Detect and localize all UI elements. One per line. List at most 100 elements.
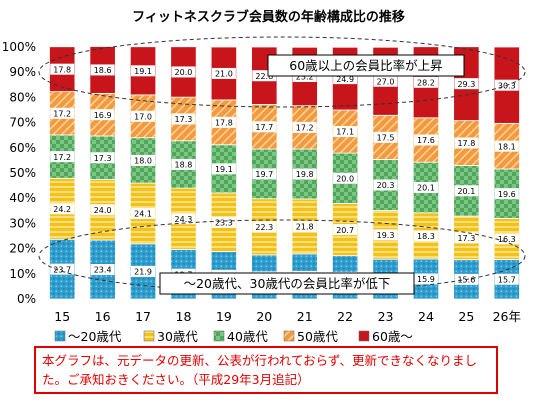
x-tick-label: 19 bbox=[216, 309, 232, 324]
data-label-box bbox=[171, 213, 196, 225]
data-label: 23.4 bbox=[94, 266, 112, 275]
data-label: 24.2 bbox=[53, 205, 71, 214]
x-tick-label: 25 bbox=[458, 309, 474, 324]
data-label-box bbox=[211, 116, 236, 128]
data-label-box bbox=[171, 158, 196, 170]
x-tick-label: 21 bbox=[297, 309, 313, 324]
data-label-box bbox=[50, 63, 75, 75]
data-label: 24.1 bbox=[134, 210, 152, 219]
data-label-box bbox=[90, 152, 115, 164]
y-tick-label: 50% bbox=[9, 166, 36, 180]
y-tick-label: 40% bbox=[9, 191, 36, 205]
y-tick-label: 80% bbox=[9, 90, 36, 104]
data-label: 23.2 bbox=[296, 73, 314, 82]
data-label-box bbox=[90, 109, 115, 121]
data-label-box bbox=[90, 264, 115, 276]
data-label-box bbox=[50, 263, 75, 275]
data-label-box bbox=[454, 185, 479, 197]
data-label-box bbox=[494, 273, 519, 285]
data-label-box bbox=[413, 230, 438, 242]
data-label: 18.1 bbox=[498, 142, 516, 151]
annotation-ellipse-bottom bbox=[38, 219, 526, 293]
chart-title: フィットネスクラブ会員数の年齢構成比の推移 bbox=[132, 10, 405, 25]
data-label: 19.1 bbox=[215, 165, 233, 174]
data-label-box bbox=[252, 168, 277, 180]
data-label: 17.8 bbox=[215, 119, 233, 128]
data-label: 17.2 bbox=[53, 153, 71, 162]
data-label-box bbox=[292, 168, 317, 180]
data-label-box bbox=[494, 188, 519, 200]
data-label: 30.3 bbox=[498, 81, 516, 90]
legend-label: 50歳代 bbox=[297, 329, 338, 344]
update-notice: 本グラフは、元データの更新、公表が行われておらず、更新できなくなりました。ご承知… bbox=[34, 346, 498, 394]
data-label-box bbox=[413, 181, 438, 193]
y-tick-label: 60% bbox=[9, 141, 36, 155]
data-label-box bbox=[373, 229, 398, 241]
data-label: 15.7 bbox=[498, 275, 516, 284]
data-label: 18.0 bbox=[134, 157, 152, 166]
data-label: 22.3 bbox=[255, 223, 273, 232]
data-label: 16.3 bbox=[498, 235, 516, 244]
data-label: 17.2 bbox=[53, 109, 71, 118]
x-tick-label: 24 bbox=[418, 309, 434, 324]
x-tick-label: 18 bbox=[176, 309, 192, 324]
x-tick-label: 15 bbox=[54, 309, 70, 324]
data-label: 17.3 bbox=[94, 154, 112, 163]
data-label-box bbox=[252, 121, 277, 133]
data-label: 17.1 bbox=[336, 128, 354, 137]
data-label: 19.8 bbox=[296, 170, 314, 179]
data-label-box bbox=[90, 64, 115, 76]
data-label: 21.0 bbox=[215, 70, 233, 79]
data-label-box bbox=[333, 172, 358, 184]
legend-swatch bbox=[54, 330, 66, 342]
y-tick-label: 30% bbox=[9, 216, 36, 230]
data-label: 20.1 bbox=[457, 187, 475, 196]
data-label: 21.8 bbox=[296, 223, 314, 232]
legend-swatch bbox=[283, 330, 295, 342]
data-label: 18.3 bbox=[417, 232, 435, 241]
data-label-box bbox=[131, 265, 156, 277]
y-tick-label: 70% bbox=[9, 116, 36, 130]
data-label-box bbox=[454, 137, 479, 149]
data-label-box bbox=[131, 110, 156, 122]
x-tick-label: 22 bbox=[337, 309, 353, 324]
data-label-box bbox=[131, 207, 156, 219]
data-label: 23.7 bbox=[53, 265, 71, 274]
data-label-box bbox=[494, 140, 519, 152]
data-label-box bbox=[90, 204, 115, 216]
data-label-box bbox=[373, 131, 398, 143]
data-label: 29.3 bbox=[457, 80, 475, 89]
x-tick-label: 23 bbox=[378, 309, 394, 324]
x-tick-label: 16 bbox=[95, 309, 111, 324]
data-label: 18.6 bbox=[94, 66, 112, 75]
data-label: 15.9 bbox=[417, 275, 435, 284]
annotation-ellipse-top bbox=[38, 36, 526, 108]
annotation-text-top: 60歳以上の会員比率が上昇 bbox=[289, 58, 442, 73]
data-label: 17.5 bbox=[377, 134, 395, 143]
legend-label: ～20歳代 bbox=[68, 329, 122, 344]
data-label: 17.8 bbox=[457, 139, 475, 148]
data-label: 17.2 bbox=[296, 124, 314, 133]
data-label: 20.1 bbox=[417, 184, 435, 193]
annotation-box-bottom bbox=[159, 272, 415, 295]
data-label-box bbox=[171, 66, 196, 78]
legend-swatch bbox=[358, 330, 370, 342]
data-label: 19.3 bbox=[377, 231, 395, 240]
data-label-box bbox=[211, 67, 236, 79]
legend-label: 60歳～ bbox=[372, 329, 413, 344]
data-label: 17.6 bbox=[417, 136, 435, 145]
data-label-box bbox=[292, 220, 317, 232]
data-label: 17.3 bbox=[457, 234, 475, 243]
data-label-box bbox=[50, 107, 75, 119]
y-tick-label: 10% bbox=[9, 267, 36, 281]
data-label-box bbox=[131, 65, 156, 77]
x-tick-label: 17 bbox=[135, 309, 151, 324]
data-label-box bbox=[494, 233, 519, 245]
legend-label: 40歳代 bbox=[227, 329, 268, 344]
data-label: 17.0 bbox=[134, 113, 152, 122]
data-label: 24.9 bbox=[336, 75, 354, 84]
data-label: 20.7 bbox=[336, 226, 354, 235]
x-tick-label: 26年 bbox=[493, 309, 521, 324]
data-label: 19.7 bbox=[255, 170, 273, 179]
data-label: 24.3 bbox=[175, 215, 193, 224]
